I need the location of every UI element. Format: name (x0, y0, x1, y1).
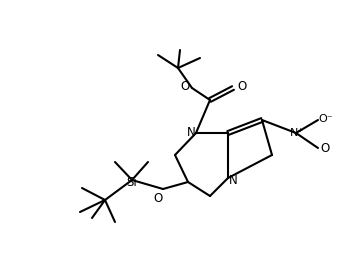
Text: O: O (237, 80, 247, 93)
Text: O: O (153, 192, 163, 205)
Text: N: N (229, 173, 237, 186)
Text: Si: Si (127, 176, 137, 189)
Text: N: N (187, 126, 195, 139)
Text: O: O (320, 143, 330, 156)
Text: O: O (180, 80, 190, 93)
Text: O⁻: O⁻ (319, 114, 333, 124)
Text: N⁺: N⁺ (290, 128, 304, 138)
